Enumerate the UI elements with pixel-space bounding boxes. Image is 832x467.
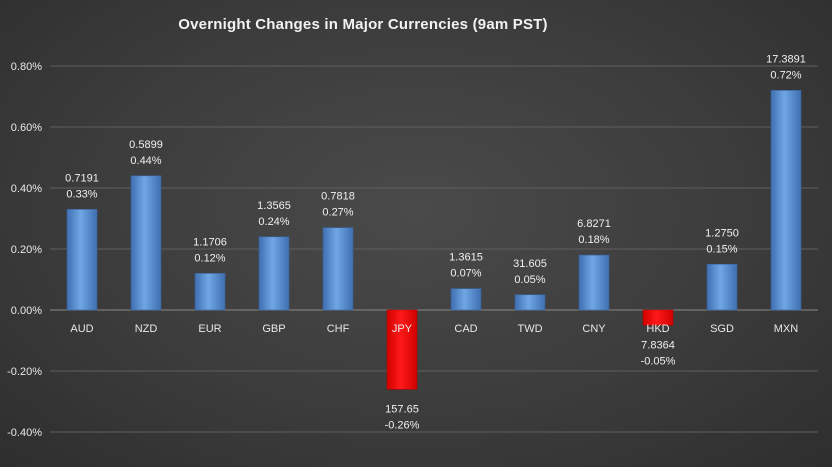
rate-label: 1.2750	[705, 227, 739, 239]
bar-cad	[450, 288, 482, 311]
x-tick-label: GBP	[262, 323, 285, 335]
value-label: 0.18%	[578, 234, 609, 246]
x-tick-label: AUD	[70, 323, 93, 335]
rate-label: 1.1706	[193, 236, 227, 248]
value-label: 0.27%	[322, 207, 353, 219]
value-label: 0.44%	[130, 155, 161, 167]
bar-mxn	[770, 90, 802, 311]
rate-label: 0.7818	[321, 191, 355, 203]
rate-label: 7.8364	[641, 339, 675, 351]
x-tick-label: CAD	[454, 323, 477, 335]
rate-label: 0.7191	[65, 172, 99, 184]
bar-aud	[66, 209, 98, 311]
x-tick-label: TWD	[517, 323, 542, 335]
rate-label: 31.605	[513, 258, 547, 270]
value-label: 0.33%	[66, 188, 97, 200]
x-tick-label: EUR	[198, 323, 221, 335]
x-tick-label: SGD	[710, 323, 734, 335]
bar-cny	[578, 254, 610, 311]
value-label: 0.07%	[450, 268, 481, 280]
value-label: 0.12%	[194, 252, 225, 264]
x-tick-label: NZD	[135, 323, 158, 335]
value-label: 0.24%	[258, 216, 289, 228]
chart-title: Overnight Changes in Major Currencies (9…	[178, 16, 548, 33]
rate-label: 157.65	[385, 403, 419, 415]
value-label: 0.15%	[706, 243, 737, 255]
rate-label: 0.5899	[129, 139, 163, 151]
y-tick-label: 0.20%	[11, 244, 42, 256]
rate-label: 1.3565	[257, 200, 291, 212]
value-label: -0.05%	[641, 355, 676, 367]
bar-nzd	[130, 175, 162, 311]
value-label: 0.72%	[770, 69, 801, 81]
bar-twd	[514, 294, 546, 311]
x-tick-label: MXN	[774, 323, 799, 335]
x-tick-label: JPY	[392, 323, 413, 335]
bar-sgd	[706, 263, 738, 311]
y-tick-label: -0.20%	[7, 366, 42, 378]
x-tick-label: HKD	[646, 323, 669, 335]
bar-hkd	[642, 309, 674, 326]
y-tick-label: 0.00%	[11, 305, 42, 317]
bar-eur	[194, 273, 226, 311]
x-tick-label: CHF	[327, 323, 350, 335]
y-tick-label: -0.40%	[7, 427, 42, 439]
y-tick-label: 0.40%	[11, 183, 42, 195]
value-label: 0.05%	[514, 274, 545, 286]
rate-label: 6.8271	[577, 218, 611, 230]
bar-gbp	[258, 236, 290, 311]
x-tick-label: CNY	[582, 323, 606, 335]
rate-label: 1.3615	[449, 252, 483, 264]
bar-chf	[322, 227, 354, 311]
rate-label: 17.3891	[766, 53, 806, 65]
y-tick-label: 0.80%	[11, 61, 42, 73]
y-tick-label: 0.60%	[11, 122, 42, 134]
bar-jpy	[386, 309, 418, 390]
value-label: -0.26%	[385, 419, 420, 431]
